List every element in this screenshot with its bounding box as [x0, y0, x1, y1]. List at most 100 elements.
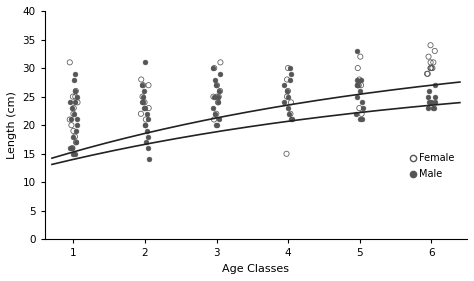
Point: [211, 112, 219, 116]
Point: [354, 77, 361, 82]
Point: [356, 77, 363, 82]
Point: [141, 123, 149, 128]
Point: [141, 123, 148, 128]
Point: [425, 94, 432, 99]
Point: [70, 77, 77, 82]
Point: [69, 94, 77, 99]
Point: [287, 112, 294, 116]
Point: [68, 146, 75, 150]
Point: [145, 106, 153, 110]
Point: [73, 123, 81, 128]
Point: [425, 55, 432, 59]
Point: [137, 77, 145, 82]
Point: [215, 94, 222, 99]
Point: [210, 117, 218, 122]
Point: [287, 117, 295, 122]
Point: [428, 66, 435, 70]
Point: [214, 100, 222, 105]
Point: [141, 100, 148, 105]
Point: [358, 112, 365, 116]
Point: [358, 117, 366, 122]
Point: [71, 112, 78, 116]
Point: [354, 66, 362, 70]
Point: [431, 94, 438, 99]
Point: [139, 100, 147, 105]
Point: [427, 66, 435, 70]
Point: [140, 106, 148, 110]
Point: [355, 83, 363, 87]
Point: [357, 77, 365, 82]
Point: [209, 106, 217, 110]
Point: [210, 66, 218, 70]
Point: [72, 94, 79, 99]
Point: [145, 83, 152, 87]
Point: [212, 112, 220, 116]
Point: [423, 72, 431, 76]
Point: [214, 123, 221, 128]
Point: [66, 146, 74, 150]
Point: [283, 151, 290, 156]
Point: [144, 146, 151, 150]
Point: [210, 94, 217, 99]
Point: [356, 117, 364, 122]
Point: [284, 89, 292, 93]
Point: [356, 89, 364, 93]
Point: [216, 89, 224, 93]
Point: [141, 106, 148, 110]
Point: [139, 83, 147, 87]
Point: [356, 55, 364, 59]
Point: [431, 83, 439, 87]
Point: [143, 140, 150, 145]
Point: [286, 66, 294, 70]
Point: [426, 89, 433, 93]
Point: [430, 106, 438, 110]
Point: [427, 43, 434, 47]
Point: [211, 77, 219, 82]
Point: [140, 94, 147, 99]
X-axis label: Age Classes: Age Classes: [222, 264, 290, 274]
Point: [280, 83, 288, 87]
Point: [73, 117, 81, 122]
Point: [283, 77, 291, 82]
Point: [213, 94, 220, 99]
Point: [142, 117, 150, 122]
Legend: Female, Male: Female, Male: [407, 149, 458, 183]
Point: [144, 129, 151, 133]
Point: [138, 83, 146, 87]
Point: [287, 72, 295, 76]
Point: [287, 100, 295, 105]
Point: [69, 146, 76, 150]
Point: [74, 100, 82, 105]
Point: [212, 123, 220, 128]
Point: [214, 100, 222, 105]
Point: [72, 140, 80, 145]
Point: [428, 66, 436, 70]
Point: [216, 72, 224, 76]
Point: [283, 94, 291, 99]
Point: [69, 151, 77, 156]
Point: [71, 134, 79, 139]
Point: [144, 112, 151, 116]
Point: [73, 129, 80, 133]
Point: [212, 83, 220, 87]
Point: [284, 66, 292, 70]
Point: [213, 83, 221, 87]
Point: [145, 157, 153, 162]
Point: [429, 106, 437, 110]
Point: [427, 66, 434, 70]
Point: [431, 100, 438, 105]
Point: [357, 83, 365, 87]
Point: [71, 89, 79, 93]
Point: [67, 117, 75, 122]
Point: [353, 94, 361, 99]
Point: [66, 60, 73, 65]
Point: [353, 49, 360, 53]
Point: [70, 106, 78, 110]
Point: [145, 134, 152, 139]
Point: [288, 117, 296, 122]
Point: [359, 106, 366, 110]
Point: [284, 94, 292, 99]
Point: [140, 89, 147, 93]
Point: [285, 106, 292, 110]
Point: [137, 112, 145, 116]
